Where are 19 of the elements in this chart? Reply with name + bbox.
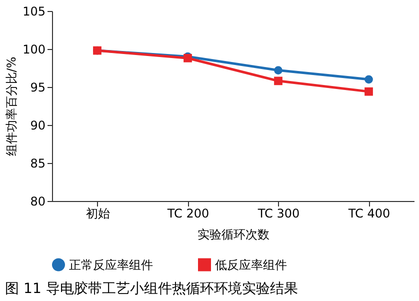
x-axis-title: 实验循环次数: [198, 228, 270, 242]
y-tick-label: 80: [30, 194, 46, 208]
caption: 图 11 导电胶带工艺小组件热循环环境实验结果: [5, 281, 298, 297]
point: [364, 87, 373, 96]
point: [274, 76, 282, 86]
point: [364, 75, 373, 84]
legend-label: 正常反应率组件: [69, 258, 153, 272]
y-tick-label: 100: [22, 42, 46, 56]
x-tick-label: TC 300: [256, 206, 300, 220]
legend-label: 低反应率组件: [215, 258, 287, 272]
y-tick-label: 105: [22, 4, 46, 18]
y-tick-label: 95: [30, 80, 46, 94]
x-tick-label: 初始: [86, 206, 110, 220]
x-tick-label: TC 400: [347, 206, 390, 220]
x-tick-label: TC 200: [166, 206, 210, 220]
y-tick-label: 85: [30, 156, 46, 170]
y-axis-title: 组件功率百分比/%: [4, 56, 19, 156]
y-tick-label: 90: [30, 118, 46, 132]
point: [274, 66, 282, 74]
